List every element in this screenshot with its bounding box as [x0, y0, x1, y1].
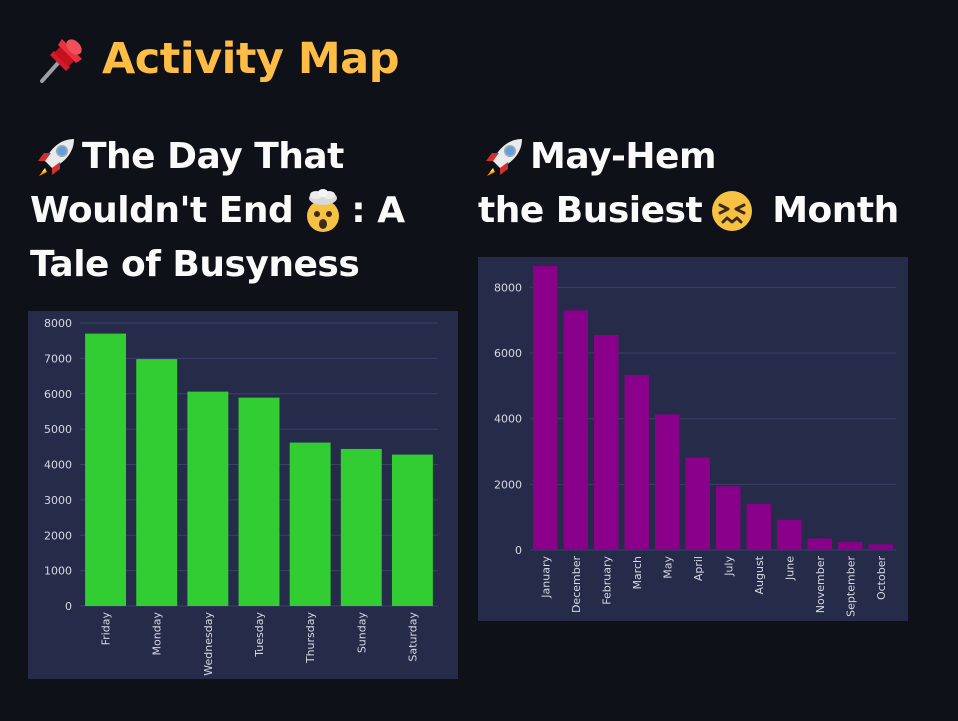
bar [136, 359, 178, 606]
bar [187, 391, 229, 606]
bar [594, 335, 619, 550]
month-chart-svg: 0 2000 4000 6000 8000 January December February… [494, 266, 896, 617]
x-tick-label: June [783, 556, 796, 581]
x-tick-label: October [875, 556, 888, 600]
heading-line-2: the Busiest [478, 190, 703, 231]
y-tick-label: 0 [515, 544, 522, 557]
pushpin-icon [40, 39, 82, 83]
x-tick-label: Friday [100, 612, 113, 646]
x-tick-label: April [692, 556, 705, 581]
x-tick-label: May [661, 556, 674, 579]
x-tick-label: November [814, 556, 827, 614]
y-tick-label: 4000 [44, 459, 72, 472]
y-tick-label: 3000 [44, 494, 72, 507]
y-tick-label: 1000 [44, 565, 72, 578]
y-tick-label: 2000 [494, 478, 522, 491]
y-tick-label: 8000 [494, 281, 522, 294]
bar [563, 310, 588, 550]
bar [624, 375, 649, 550]
x-tick-label: February [600, 556, 613, 605]
bar [340, 448, 382, 606]
x-tick-label: Tuesday [253, 612, 266, 658]
page-title-text: Activity Map [102, 34, 399, 84]
y-tick-label: 4000 [494, 413, 522, 426]
heading-line-2b: : A [351, 190, 405, 231]
bar [289, 442, 331, 606]
x-tick-label: December [570, 556, 583, 614]
month-activity-chart: 0 2000 4000 6000 8000 January December February… [478, 257, 908, 621]
bar [685, 457, 710, 550]
x-tick-label: August [753, 555, 766, 594]
rocket-icon [486, 139, 522, 176]
bar [716, 486, 741, 550]
bar [391, 454, 433, 606]
x-tick-label: Wednesday [202, 612, 215, 676]
busiest-day-heading: The Day That Wouldn't End : A Tale of Bu… [30, 130, 405, 292]
y-tick-label: 5000 [44, 423, 72, 436]
heading-line-2b: Month [772, 190, 899, 231]
heading-line-1: May-Hem [530, 136, 716, 177]
bar [238, 397, 280, 606]
bar [868, 544, 893, 550]
x-tick-label: Monday [151, 612, 164, 656]
bar [533, 266, 558, 550]
x-tick-label: Sunday [355, 612, 368, 654]
bar [807, 538, 832, 550]
weekday-activity-chart: 0 1000 2000 3000 4000 5000 6000 7000 8000 Friday M… [28, 311, 458, 679]
heading-line-2: Wouldn't End [30, 190, 294, 231]
bar [746, 504, 771, 550]
y-tick-label: 2000 [44, 529, 72, 542]
persevering-face-icon [712, 191, 753, 231]
y-tick-label: 0 [65, 600, 72, 613]
x-tick-label: Saturday [406, 612, 419, 662]
y-tick-label: 6000 [44, 388, 72, 401]
x-tick-label: September [844, 556, 857, 617]
x-tick-label: March [631, 556, 644, 590]
bar [777, 519, 802, 550]
weekday-chart-svg: 0 1000 2000 3000 4000 5000 6000 7000 8000 Friday M… [44, 317, 438, 676]
x-tick-label: July [722, 556, 735, 577]
y-tick-label: 8000 [44, 317, 72, 330]
rocket-icon [38, 139, 74, 176]
heading-line-3: Tale of Busyness [30, 244, 360, 285]
y-tick-label: 7000 [44, 352, 72, 365]
page-title: Activity Map [32, 24, 399, 94]
exploding-head-icon [307, 189, 340, 232]
busiest-month-heading: May-Hem the Busiest Month [478, 130, 899, 238]
bar [85, 333, 127, 606]
x-tick-label: January [539, 556, 552, 599]
bar [655, 414, 680, 550]
y-tick-label: 6000 [494, 347, 522, 360]
x-tick-label: Thursday [304, 612, 317, 665]
heading-line-1: The Day That [82, 136, 344, 177]
bar [838, 542, 863, 550]
